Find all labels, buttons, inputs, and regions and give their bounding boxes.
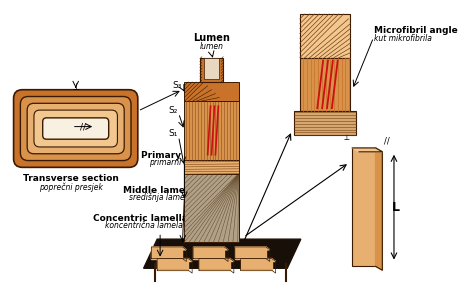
FancyBboxPatch shape [20, 97, 131, 161]
Text: S₃: S₃ [172, 81, 182, 90]
Polygon shape [375, 148, 383, 270]
Text: Concentric lamellae: Concentric lamellae [93, 214, 194, 223]
Bar [204, 58, 219, 79]
Text: $\perp$: $\perp$ [71, 81, 81, 92]
Bar [184, 160, 239, 174]
Polygon shape [151, 247, 186, 250]
Bar [184, 101, 239, 160]
Text: lumen: lumen [200, 42, 224, 51]
Text: poprečni presjek: poprečni presjek [39, 183, 103, 192]
Bar [184, 174, 239, 242]
FancyBboxPatch shape [14, 90, 138, 167]
Polygon shape [241, 258, 272, 270]
Text: koncentrična lamela: koncentrična lamela [105, 222, 182, 230]
Bar [200, 58, 223, 82]
Text: S₂: S₂ [168, 106, 178, 115]
Text: Transverse section: Transverse section [23, 175, 119, 183]
Bar [300, 58, 350, 111]
Polygon shape [157, 258, 192, 261]
FancyBboxPatch shape [34, 110, 118, 147]
Text: kut mikrofibrila: kut mikrofibrila [374, 34, 431, 43]
Text: S₁: S₁ [168, 129, 178, 138]
Polygon shape [199, 258, 234, 261]
Polygon shape [157, 258, 188, 270]
Polygon shape [193, 247, 224, 258]
FancyBboxPatch shape [43, 118, 109, 139]
Bar [352, 148, 375, 266]
Text: Microfibril angle: Microfibril angle [374, 27, 457, 35]
Text: //: // [81, 122, 86, 131]
Polygon shape [151, 247, 182, 258]
Text: //: // [384, 136, 390, 145]
Polygon shape [235, 247, 266, 258]
Bar [300, 14, 350, 58]
Polygon shape [199, 258, 230, 270]
Bar [294, 111, 356, 135]
Text: L: L [392, 201, 400, 214]
Text: Middle lamella: Middle lamella [123, 186, 197, 194]
FancyBboxPatch shape [27, 103, 124, 154]
Text: Lumen: Lumen [193, 33, 230, 43]
Text: $\perp$: $\perp$ [342, 132, 351, 142]
Polygon shape [241, 258, 275, 261]
Text: središnja lamela: središnja lamela [129, 193, 191, 202]
Polygon shape [144, 239, 301, 268]
Polygon shape [193, 247, 228, 250]
Polygon shape [235, 247, 270, 250]
Polygon shape [352, 148, 383, 152]
Bar [184, 82, 239, 101]
Text: Primary wall: Primary wall [141, 151, 205, 160]
Text: primarni sloj: primarni sloj [149, 158, 197, 167]
